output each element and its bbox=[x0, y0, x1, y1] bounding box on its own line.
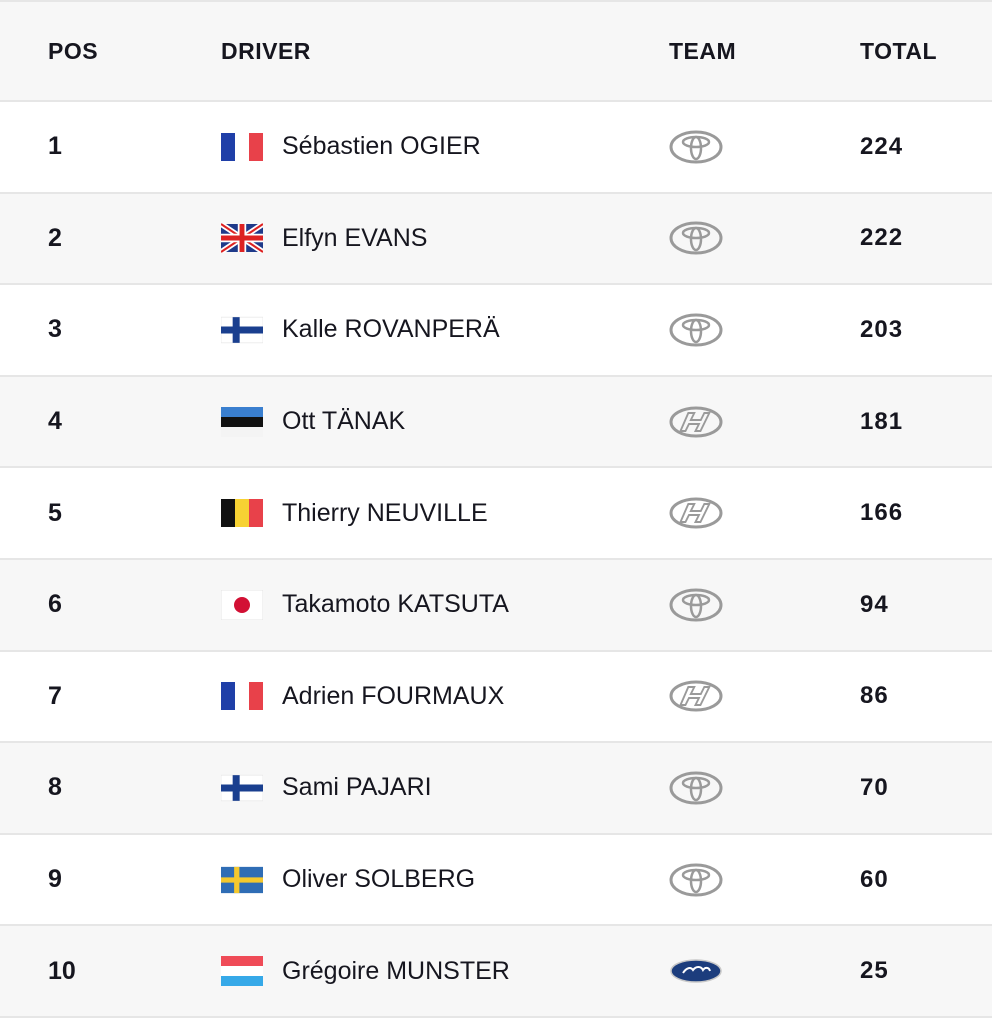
driver-name[interactable]: Oliver SOLBERG bbox=[282, 865, 476, 894]
toyota-logo-icon bbox=[669, 130, 723, 164]
table-row[interactable]: 10 Grégoire MUNSTER 25 bbox=[0, 926, 992, 1018]
driver-name[interactable]: Kalle ROVANPERÄ bbox=[282, 315, 500, 344]
flag-estonia-icon bbox=[221, 406, 263, 437]
toyota-logo-icon bbox=[669, 313, 723, 347]
total-points: 166 bbox=[860, 499, 904, 527]
table-row[interactable]: 3 Kalle ROVANPERÄ 203 bbox=[0, 285, 992, 377]
driver-name[interactable]: Sébastien OGIER bbox=[282, 132, 481, 161]
position-number: 10 bbox=[48, 956, 76, 985]
toyota-logo-icon bbox=[669, 221, 723, 255]
total-points: 203 bbox=[860, 315, 904, 343]
position-number: 7 bbox=[48, 681, 62, 710]
position-number: 8 bbox=[48, 773, 62, 802]
total-points: 86 bbox=[860, 682, 889, 710]
hyundai-logo-icon bbox=[669, 405, 723, 439]
header-pos: POS bbox=[48, 37, 99, 64]
driver-cell: Ott TÄNAK bbox=[221, 406, 406, 437]
driver-cell: Oliver SOLBERG bbox=[221, 865, 475, 895]
table-header: POS DRIVER TEAM TOTAL bbox=[0, 0, 992, 102]
total-points: 222 bbox=[860, 224, 904, 252]
position-number: 4 bbox=[48, 407, 62, 436]
driver-cell: Elfyn EVANS bbox=[221, 223, 428, 254]
table-row[interactable]: 4 Ott TÄNAK 181 bbox=[0, 376, 992, 469]
driver-cell: Grégoire MUNSTER bbox=[221, 956, 510, 987]
flag-united-kingdom-icon bbox=[221, 223, 263, 254]
flag-belgium-icon bbox=[221, 498, 263, 528]
flag-france-icon bbox=[221, 132, 263, 162]
position-number: 5 bbox=[48, 498, 62, 527]
table-row[interactable]: 7 Adrien FOURMAUX 86 bbox=[0, 652, 992, 744]
driver-cell: Thierry NEUVILLE bbox=[221, 498, 488, 528]
driver-name[interactable]: Adrien FOURMAUX bbox=[282, 681, 505, 710]
driver-cell: Sami PAJARI bbox=[221, 773, 432, 803]
toyota-logo-icon bbox=[669, 863, 723, 897]
position-number: 3 bbox=[48, 315, 62, 344]
driver-name[interactable]: Takamoto KATSUTA bbox=[282, 590, 509, 619]
toyota-logo-icon bbox=[669, 771, 723, 805]
ford-logo-icon bbox=[669, 954, 723, 988]
toyota-logo-icon bbox=[669, 588, 723, 622]
hyundai-logo-icon bbox=[669, 496, 723, 530]
driver-cell: Kalle ROVANPERÄ bbox=[221, 315, 500, 345]
flag-finland-icon bbox=[221, 773, 263, 803]
position-number: 2 bbox=[48, 223, 62, 252]
table-row[interactable]: 6 Takamoto KATSUTA 94 bbox=[0, 559, 992, 652]
table-row[interactable]: 1 Sébastien OGIER 224 bbox=[0, 102, 992, 194]
flag-sweden-icon bbox=[221, 865, 263, 895]
header-total: TOTAL bbox=[860, 37, 938, 64]
flag-japan-icon bbox=[221, 589, 263, 620]
total-points: 224 bbox=[860, 132, 904, 160]
position-number: 9 bbox=[48, 865, 62, 894]
driver-cell: Sébastien OGIER bbox=[221, 132, 481, 162]
flag-finland-icon bbox=[221, 315, 263, 345]
header-team: TEAM bbox=[669, 37, 737, 64]
total-points: 181 bbox=[860, 407, 904, 435]
total-points: 70 bbox=[860, 773, 889, 801]
position-number: 1 bbox=[48, 132, 62, 161]
driver-name[interactable]: Grégoire MUNSTER bbox=[282, 956, 510, 985]
table-row[interactable]: 9 Oliver SOLBERG 60 bbox=[0, 835, 992, 927]
driver-name[interactable]: Elfyn EVANS bbox=[282, 223, 428, 252]
flag-france-icon bbox=[221, 681, 263, 711]
table-row[interactable]: 8 Sami PAJARI 70 bbox=[0, 743, 992, 835]
hyundai-logo-icon bbox=[669, 679, 723, 713]
total-points: 25 bbox=[860, 957, 889, 985]
driver-name[interactable]: Sami PAJARI bbox=[282, 773, 432, 802]
driver-name[interactable]: Ott TÄNAK bbox=[282, 407, 406, 436]
total-points: 94 bbox=[860, 590, 889, 618]
flag-luxembourg-icon bbox=[221, 956, 263, 987]
position-number: 6 bbox=[48, 590, 62, 619]
table-row[interactable]: 5 Thierry NEUVILLE 166 bbox=[0, 468, 992, 560]
total-points: 60 bbox=[860, 865, 889, 893]
table-row[interactable]: 2 Elfyn EVANS 222 bbox=[0, 193, 992, 286]
header-driver: DRIVER bbox=[221, 37, 311, 64]
driver-cell: Adrien FOURMAUX bbox=[221, 681, 504, 711]
driver-name[interactable]: Thierry NEUVILLE bbox=[282, 498, 488, 527]
driver-cell: Takamoto KATSUTA bbox=[221, 589, 509, 620]
